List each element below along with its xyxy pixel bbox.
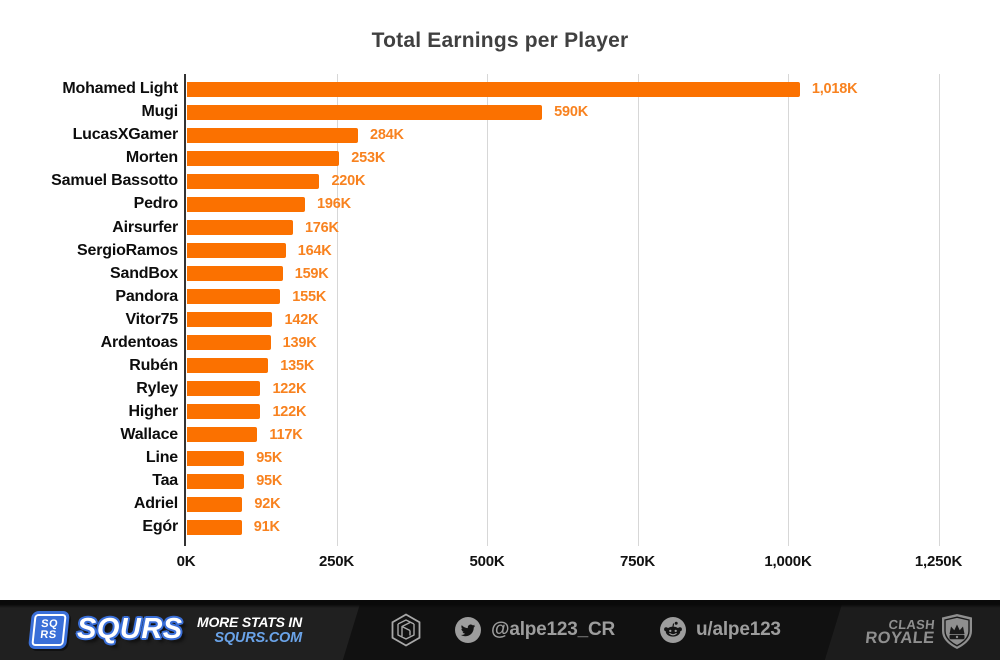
player-name-label: Mohamed Light — [62, 80, 178, 98]
player-name-label: Samuel Bassotto — [51, 172, 178, 190]
earnings-value-label: 139K — [282, 334, 317, 351]
earnings-bar — [187, 427, 258, 443]
earnings-bar — [187, 519, 242, 535]
earnings-bar — [187, 266, 283, 282]
player-name-label: Wallace — [120, 425, 178, 443]
twitter-handle-group: @alpe123_CR — [455, 617, 615, 643]
earnings-value-label: 155K — [292, 288, 327, 305]
twitter-handle: @alpe123_CR — [491, 619, 616, 640]
player-name-label: Pandora — [115, 287, 178, 305]
earnings-value-label: 122K — [272, 380, 307, 397]
player-name-label: SandBox — [110, 264, 178, 282]
x-tick-label: 500K — [469, 553, 505, 570]
gridline — [487, 74, 488, 546]
player-name-label: Morten — [125, 149, 178, 167]
clash-royale-wordmark: CLASH ROYALE — [864, 616, 936, 647]
reddit-icon — [660, 617, 686, 643]
player-name-label: Mugi — [141, 103, 178, 121]
clash-royale-shield-icon — [942, 614, 973, 649]
earnings-value-label: 122K — [272, 403, 307, 420]
earnings-bar — [187, 496, 243, 512]
squrs-logo-badge: SQ RS — [28, 611, 70, 649]
earnings-value-label: 92K — [254, 496, 281, 513]
footer-top-shadow — [0, 600, 1000, 608]
earnings-bar — [187, 104, 543, 120]
earnings-bar — [187, 404, 261, 420]
earnings-value-label: 117K — [269, 426, 303, 443]
player-name-label: LucasXGamer — [72, 126, 179, 144]
gridline — [788, 74, 789, 546]
player-name-label: Vitor75 — [125, 310, 178, 328]
earnings-value-label: 220K — [331, 173, 366, 190]
earnings-value-label: 590K — [554, 104, 589, 121]
player-name-label: Line — [145, 449, 178, 466]
earnings-bar — [187, 473, 245, 489]
earnings-value-label: 196K — [316, 196, 351, 213]
player-name-label: Ardentoas — [100, 333, 179, 351]
chart-title: Total Earnings per Player — [371, 29, 629, 52]
earnings-value-label: 95K — [256, 450, 283, 466]
earnings-value-label: 176K — [304, 219, 339, 236]
gridline — [336, 74, 338, 546]
earnings-bar — [187, 220, 293, 235]
reddit-handle: u/alpe123 — [696, 619, 781, 640]
x-tick-label: 250K — [318, 553, 355, 570]
earnings-bar — [187, 150, 340, 166]
y-axis-line — [184, 74, 186, 546]
reddit-handle-group: u/alpe123 — [660, 617, 781, 643]
earnings-bar — [187, 289, 281, 305]
twitter-icon — [455, 617, 481, 643]
player-name-label: Higher — [128, 402, 179, 420]
clash-royale-logo: CLASH ROYALE — [864, 612, 977, 652]
more-stats-text: MORE STATS IN SQURS.COM — [168, 614, 302, 647]
player-name-label: Taa — [152, 472, 178, 490]
player-name-label: Rubén — [129, 356, 178, 374]
earnings-value-label: 135K — [280, 357, 315, 374]
earnings-bar — [187, 196, 305, 212]
gridline — [637, 74, 639, 546]
royaleapi-hexagon-icon — [391, 613, 421, 647]
plot-area: Mohamed Light 1,018K Mugi 590K LucasXGamer 28… — [51, 74, 958, 546]
earnings-bar — [187, 127, 358, 143]
earnings-bar — [187, 173, 320, 189]
more-stats-line: MORE STATS IN — [197, 614, 302, 630]
gridline — [938, 74, 940, 546]
earnings-bar — [187, 312, 273, 328]
player-name-label: Pedro — [133, 195, 179, 213]
earnings-value-label: 91K — [253, 519, 280, 536]
footer-bar: SQ RS SQURS MORE STATS IN SQURS.COM @alp… — [0, 600, 1000, 660]
player-name-label: SergioRamos — [77, 241, 178, 259]
x-axis: 0K 250K 500K 750K 1,000K 1,250K — [0, 548, 1000, 578]
earnings-value-label: 284K — [369, 127, 404, 144]
squrs-wordmark: SQURS — [77, 613, 183, 645]
player-name-label: Ryley — [136, 379, 178, 397]
x-tick-label: 0K — [176, 553, 196, 570]
player-name-label: Adriel — [133, 495, 178, 513]
earnings-value-label: 164K — [297, 242, 332, 259]
earnings-value-label: 253K — [351, 150, 386, 167]
player-name-label: Airsurfer — [112, 218, 178, 236]
x-tick-label: 1,250K — [914, 553, 963, 570]
earnings-value-label: 159K — [294, 265, 329, 282]
player-name-label: Egór — [142, 518, 178, 536]
earnings-bar — [187, 358, 269, 374]
earnings-value-label: 95K — [256, 473, 283, 490]
x-tick-label: 1,000K — [764, 553, 812, 570]
chart: Total Earnings per Player Mohamed Light 1… — [0, 29, 1000, 578]
earnings-value-label: 1,018K — [811, 81, 858, 98]
earnings-bar — [187, 335, 271, 351]
x-tick-label: 750K — [619, 553, 656, 570]
earnings-bar — [187, 243, 286, 259]
squrs-com-text: SQURS.COM — [214, 630, 302, 646]
squrs-badge-text: RS — [39, 629, 58, 641]
earnings-bar — [187, 381, 261, 397]
earnings-bar — [187, 450, 245, 466]
earnings-bar — [187, 81, 800, 97]
earnings-value-label: 142K — [284, 311, 319, 328]
